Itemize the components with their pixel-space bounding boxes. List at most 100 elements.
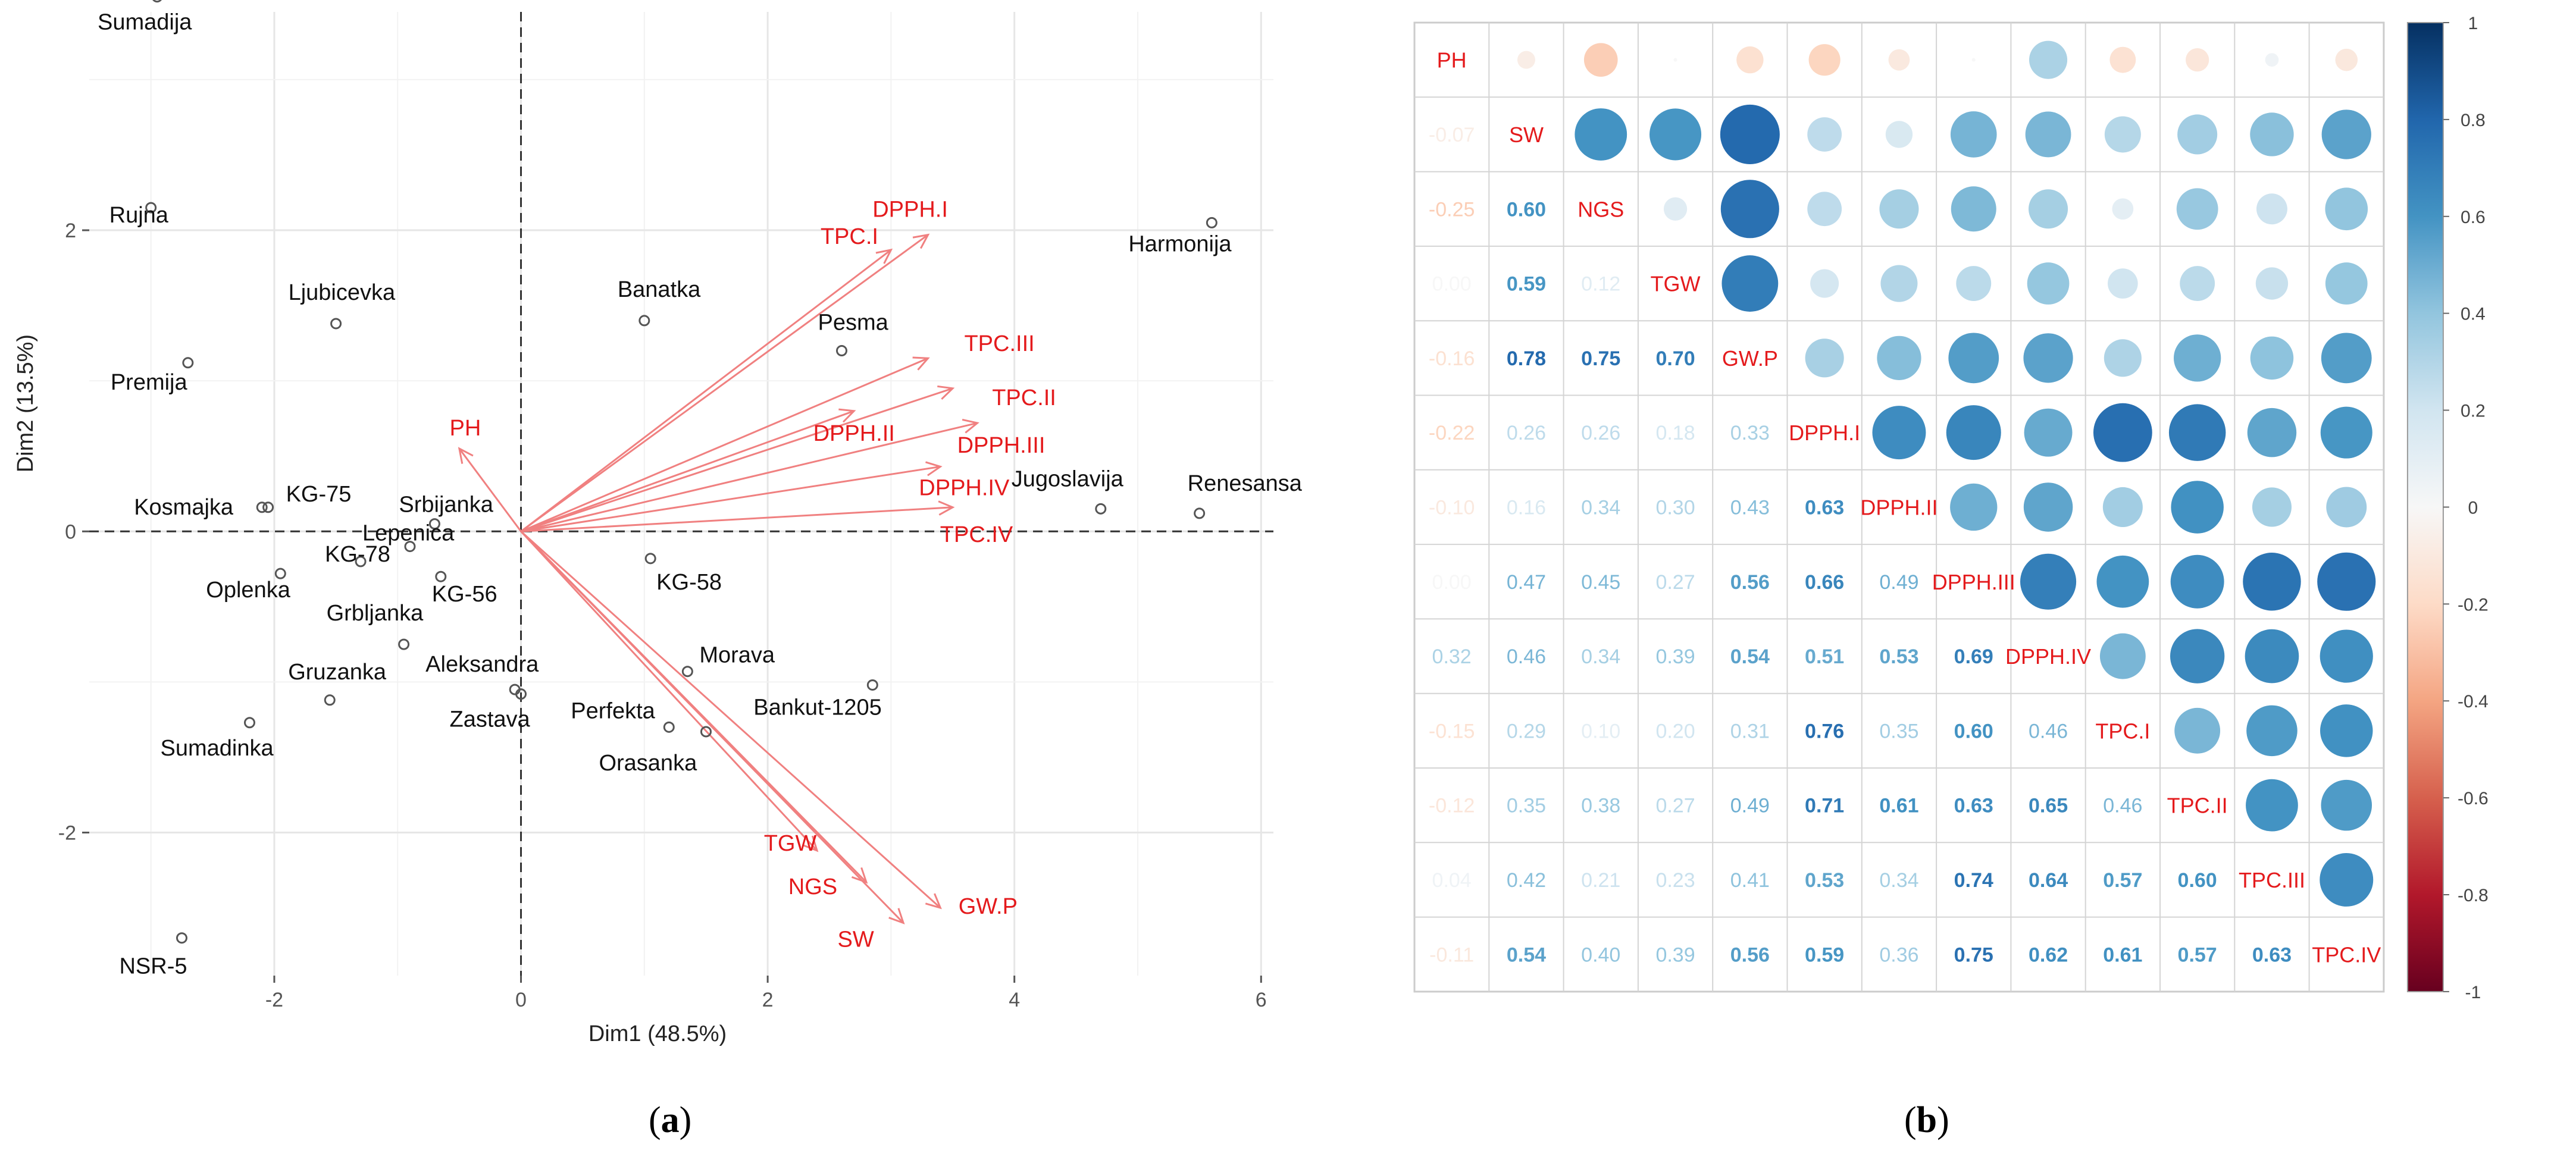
colorbar-tick-label: 0.2 [2461, 402, 2486, 421]
corr-value: 0.45 [1581, 571, 1620, 594]
vector-label-DPPH.III: DPPH.III [957, 433, 1046, 458]
vector-arrowhead [962, 418, 979, 434]
corr-circle [1517, 51, 1535, 69]
corr-circle [2170, 554, 2224, 609]
corr-value: 0.39 [1655, 645, 1695, 668]
point-KG-56 [435, 570, 447, 582]
corr-value: 0.34 [1581, 496, 1620, 519]
corr-circle [2099, 633, 2146, 679]
corr-circle [1807, 192, 1842, 227]
diag-label-TGW: TGW [1651, 272, 1701, 296]
corr-value: -0.11 [1429, 943, 1474, 966]
corr-circle [2321, 333, 2372, 384]
point-label-Lepenica: Lepenica [362, 521, 455, 546]
corr-circle [2326, 487, 2367, 528]
vector-arrowhead [912, 356, 930, 371]
corr-value: 0.30 [1655, 496, 1695, 519]
corr-value: 0.46 [2029, 720, 2068, 742]
point-label-Premija: Premija [111, 370, 188, 395]
corr-circle [1720, 104, 1780, 164]
colorbar-tick-label: -1 [2465, 983, 2481, 1002]
corr-circle [2325, 187, 2368, 231]
corr-value: 0.74 [1954, 869, 1993, 892]
point-Ljubicevka [330, 318, 342, 330]
diag-label-GW.P: GW.P [1722, 346, 1778, 371]
corr-circle [1888, 49, 1910, 71]
corr-circle [1880, 265, 1918, 302]
colorbar-tick-label: 1 [2468, 14, 2478, 33]
corr-value: 0.63 [1954, 795, 1993, 817]
corr-circle [1583, 43, 1618, 77]
vector-arrowhead [912, 233, 930, 249]
corr-circle [2320, 629, 2373, 683]
corr-value: 0.60 [2178, 869, 2217, 892]
corr-value: 0.27 [1655, 571, 1695, 594]
point-label-Srbijanka: Srbijanka [399, 493, 493, 518]
corr-value: 0.60 [1507, 198, 1546, 221]
point-Renesansa [1194, 507, 1206, 519]
colorbar [2406, 22, 2444, 992]
corr-circle [1948, 333, 1999, 384]
point-Sumadija [152, 0, 162, 3]
corr-value: 0.00 [1432, 273, 1472, 296]
vector-TPC.IV [521, 506, 953, 532]
point-label-Harmonija: Harmonija [1128, 231, 1232, 256]
corr-value: 0.33 [1730, 422, 1770, 444]
point-Srbijanka [428, 518, 440, 530]
corr-circle [2173, 334, 2221, 382]
corr-circle [2245, 629, 2299, 684]
corr-value: 0.47 [1507, 571, 1546, 594]
diag-label-DPPH.III: DPPH.III [1932, 570, 2015, 594]
vector-TPC.III [520, 357, 929, 532]
corr-circle [2256, 193, 2287, 225]
corr-circle [2177, 114, 2218, 155]
corr-value: 0.40 [1581, 943, 1620, 966]
corr-circle [2186, 48, 2209, 72]
corr-value: 0.12 [1581, 273, 1620, 296]
vector-TPC.II [521, 387, 953, 532]
corr-value: 0.76 [1805, 720, 1844, 742]
corr-value: 0.43 [1730, 496, 1770, 519]
diag-label-NGS: NGS [1577, 197, 1624, 221]
point-label-Jugoslavija: Jugoslavija [1012, 466, 1124, 491]
corr-circle [1946, 405, 2001, 460]
colorbar-tick-label: -0.6 [2458, 789, 2489, 808]
corr-value: -0.12 [1429, 795, 1475, 817]
point-label-Gruzanka: Gruzanka [288, 660, 387, 685]
colorbar-tick-label: 0.4 [2461, 305, 2486, 324]
point-Premija [182, 357, 194, 369]
point-label-Pesma: Pesma [818, 311, 888, 336]
vector-arrowhead [802, 835, 819, 852]
point-label-Grbljanka: Grbljanka [327, 601, 424, 626]
diag-label-TPC.IV: TPC.IV [2312, 942, 2381, 967]
x-tick-label: 4 [1009, 989, 1020, 1011]
colorbar-tick-label: 0.8 [2461, 111, 2486, 130]
point-label-Ljubicevka: Ljubicevka [289, 280, 396, 305]
corr-circle [1649, 108, 1702, 161]
corr-value: 0.59 [1507, 273, 1546, 296]
x-tick-label: 2 [762, 989, 774, 1011]
corr-circle [2171, 481, 2224, 534]
point-Perfekta [663, 721, 675, 733]
vector-DPPH.III [521, 422, 978, 532]
corr-value: 0.62 [2029, 943, 2068, 966]
diag-label-TPC.I: TPC.I [2095, 719, 2150, 743]
corr-value: 0.42 [1507, 869, 1546, 892]
corr-value: 0.16 [1507, 496, 1546, 519]
point-Zastava [515, 688, 527, 700]
vector-arrowhead [937, 385, 955, 400]
vector-label-PH: PH [449, 416, 481, 441]
corr-circle [1575, 108, 1627, 161]
point-label-Orasanka: Orasanka [599, 751, 697, 776]
colorbar-tick-label: -0.8 [2458, 886, 2489, 905]
corr-circle [1950, 483, 1998, 531]
point-Banatka [638, 315, 650, 327]
corr-value: 0.38 [1581, 795, 1620, 817]
corr-value: 0.41 [1730, 869, 1770, 892]
corr-circle [2024, 408, 2073, 457]
x-tick-label: -2 [265, 989, 283, 1011]
corr-value: -0.10 [1429, 496, 1475, 519]
corr-circle [2243, 553, 2301, 611]
corr-circle [1673, 58, 1677, 62]
corr-value: 0.00 [1432, 571, 1472, 594]
